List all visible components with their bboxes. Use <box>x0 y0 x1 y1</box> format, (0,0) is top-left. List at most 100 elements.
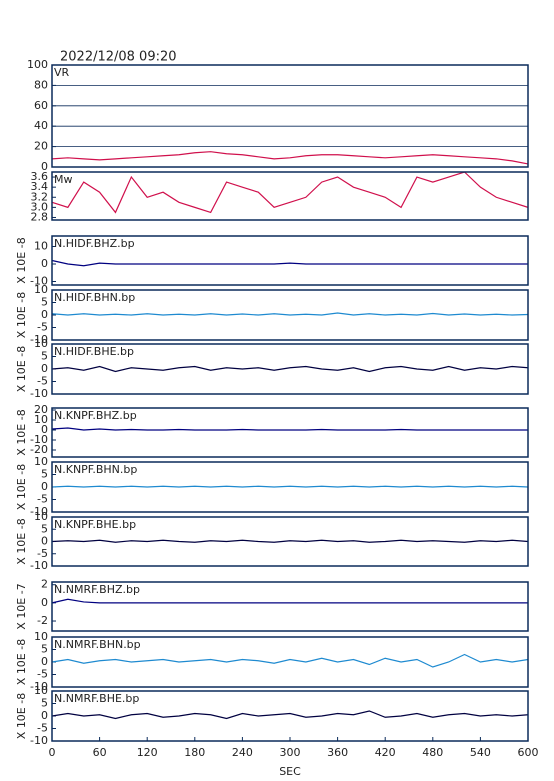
y-tick-label: -5 <box>37 375 48 388</box>
y-tick-label: 0 <box>41 596 48 609</box>
panel-frame <box>51 581 529 632</box>
panel-frame <box>51 64 529 168</box>
y-tick-label: 20 <box>34 403 48 416</box>
x-tick-label: 600 <box>518 746 539 759</box>
y-tick-label: -2 <box>37 614 48 627</box>
x-tick-label: 120 <box>137 746 158 759</box>
series-line <box>51 653 529 668</box>
y-tick-label: -5 <box>37 493 48 506</box>
y-tick-label: 10 <box>34 283 48 296</box>
y-tick-label: -10 <box>30 333 48 346</box>
series-line <box>51 710 529 720</box>
panel-name: N.NMRF.BHZ.bp <box>54 583 140 596</box>
y-tick-label: 10 <box>34 413 48 426</box>
panel-name: N.NMRF.BHE.bp <box>54 692 139 705</box>
y-tick-label: 0 <box>41 709 48 722</box>
y-tick-label: 10 <box>34 684 48 697</box>
y-tick-label: 20 <box>34 140 48 153</box>
y-tick-label: 10 <box>34 337 48 350</box>
y-tick-label: 5 <box>41 468 48 481</box>
panel-frame <box>51 343 529 395</box>
y-tick-label: 10 <box>34 240 48 253</box>
x-axis-label: SEC <box>279 765 301 778</box>
x-tick-label: 240 <box>232 746 253 759</box>
panel-name: N.HIDF.BHZ.bp <box>54 237 135 250</box>
y-tick-label: -10 <box>30 387 48 400</box>
series-line <box>51 485 529 488</box>
y-tick-label: -20 <box>30 443 48 456</box>
y-tick-label: 10 <box>34 455 48 468</box>
y-tick-label: 3.2 <box>31 190 49 203</box>
x-tick-label: 180 <box>184 746 205 759</box>
x-tick-label: 360 <box>327 746 348 759</box>
y-tick-label: 10 <box>34 510 48 523</box>
y-tick-label: -5 <box>37 722 48 735</box>
series-line <box>51 151 529 165</box>
y-tick-label: -5 <box>37 321 48 334</box>
y-tick-label: 2.8 <box>31 210 49 223</box>
panel-frame <box>51 516 529 567</box>
series-line <box>51 171 529 214</box>
y-tick-label: 80 <box>34 78 48 91</box>
y-tick-label: -10 <box>30 433 48 446</box>
series-line <box>51 427 528 431</box>
y-tick-label: 5 <box>41 522 48 535</box>
y-tick-label: 2 <box>41 578 48 591</box>
panel-name: N.KNPF.BHZ.bp <box>54 409 137 422</box>
y-tick-label: 100 <box>27 58 48 71</box>
y-tick-label: 0 <box>41 362 48 375</box>
y-tick-label: 10 <box>34 630 48 643</box>
y-axis-label: X 10E -8 <box>15 409 28 455</box>
x-tick-label: 540 <box>470 746 491 759</box>
y-tick-label: 0 <box>41 423 48 436</box>
panel-name: VR <box>54 66 70 79</box>
x-tick-label: 420 <box>375 746 396 759</box>
panel-frame <box>51 461 529 513</box>
panel-frame <box>51 235 529 286</box>
y-tick-label: -10 <box>30 275 48 288</box>
series-line <box>51 259 528 267</box>
panel-name: N.HIDF.BHE.bp <box>54 345 134 358</box>
panel-frame <box>51 636 529 688</box>
series-line <box>51 598 528 604</box>
panel-name: N.HIDF.BHN.bp <box>54 291 135 304</box>
y-tick-label: 0 <box>41 655 48 668</box>
panel-name: N.KNPF.BHE.bp <box>54 518 136 531</box>
x-tick-label: 0 <box>49 746 56 759</box>
y-tick-label: 60 <box>34 99 48 112</box>
panel-name: N.KNPF.BHN.bp <box>54 463 137 476</box>
y-tick-label: -5 <box>37 547 48 560</box>
x-tick-label: 60 <box>93 746 107 759</box>
panel-frame <box>51 407 529 458</box>
y-tick-label: 3.0 <box>31 200 49 213</box>
panel-frame <box>51 289 529 341</box>
y-axis-label: X 10E -8 <box>15 346 28 392</box>
y-tick-label: 5 <box>41 350 48 363</box>
y-axis-label: X 10E -8 <box>15 518 28 564</box>
y-axis-label: X 10E -8 <box>15 693 28 739</box>
series-line <box>51 539 529 543</box>
panel-name: N.NMRF.BHN.bp <box>54 638 141 651</box>
y-axis-label: X 10E -8 <box>15 639 28 685</box>
y-axis-label: X 10E -7 <box>15 583 28 629</box>
panel-name: Mw <box>54 173 73 186</box>
y-tick-label: -10 <box>30 680 48 693</box>
y-tick-label: 5 <box>41 697 48 710</box>
y-tick-label: -10 <box>30 505 48 518</box>
y-tick-label: 0 <box>41 160 48 173</box>
x-tick-label: 300 <box>280 746 301 759</box>
y-tick-label: 0 <box>41 257 48 270</box>
chart-title: 2022/12/08 09:20 <box>60 50 177 65</box>
y-tick-label: 0 <box>41 535 48 548</box>
x-tick-label: 480 <box>422 746 443 759</box>
y-axis-label: X 10E -8 <box>15 464 28 510</box>
y-tick-label: 40 <box>34 119 48 132</box>
y-tick-label: 3.6 <box>31 170 49 183</box>
y-tick-label: 5 <box>41 643 48 656</box>
series-line <box>51 365 529 373</box>
y-tick-label: 0 <box>41 308 48 321</box>
series-line <box>51 312 529 316</box>
y-tick-label: -10 <box>30 559 48 572</box>
y-axis-label: X 10E -8 <box>15 237 28 283</box>
